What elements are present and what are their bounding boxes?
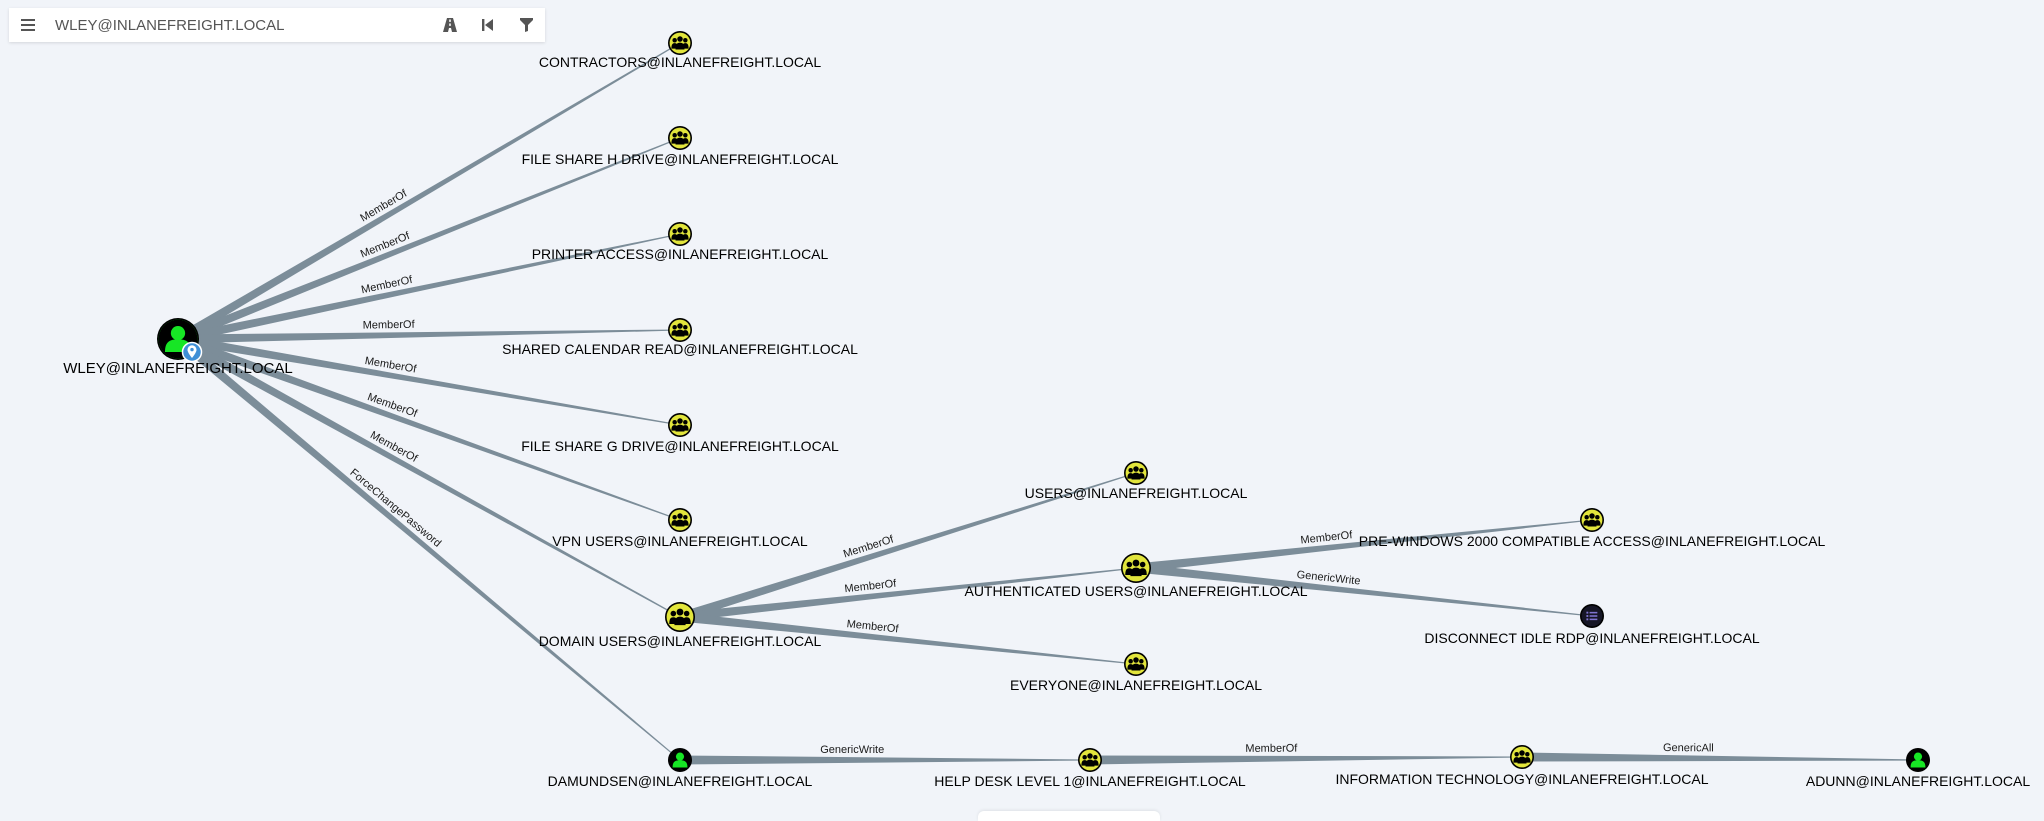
bottom-panel-tab[interactable]: [978, 811, 1160, 821]
node-label: EVERYONE@INLANEFREIGHT.LOCAL: [1010, 677, 1262, 693]
node-adunn[interactable]: ADUNN@INLANEFREIGHT.LOCAL: [1806, 748, 2030, 789]
edge-label: MemberOf: [1300, 529, 1354, 546]
start-node-marker-icon: [181, 341, 203, 363]
node-help-desk-level-1[interactable]: HELP DESK LEVEL 1@INLANEFREIGHT.LOCAL: [934, 748, 1246, 789]
edge-domain_users-auth_users[interactable]: MemberOf: [679, 567, 1137, 622]
node-label: AUTHENTICATED USERS@INLANEFREIGHT.LOCAL: [964, 583, 1307, 599]
pathfinding-button[interactable]: [431, 8, 469, 42]
node-label: PRE-WINDOWS 2000 COMPATIBLE ACCESS@INLAN…: [1359, 533, 1826, 549]
edge-label: MemberOf: [363, 319, 416, 332]
node-label: PRINTER ACCESS@INLANEFREIGHT.LOCAL: [532, 246, 829, 262]
edge-line: [175, 42, 681, 343]
node-file-share-g-drive[interactable]: FILE SHARE G DRIVE@INLANEFREIGHT.LOCAL: [521, 413, 839, 454]
node-label: VPN USERS@INLANEFREIGHT.LOCAL: [552, 533, 808, 549]
node-disconnect-idle-rdp[interactable]: DISCONNECT IDLE RDP@INLANEFREIGHT.LOCAL: [1424, 604, 1760, 646]
node-label: INFORMATION TECHNOLOGY@INLANEFREIGHT.LOC…: [1335, 771, 1708, 787]
edge-label: GenericWrite: [820, 744, 884, 756]
pathfinding-road-icon: [443, 18, 457, 32]
user-head: [170, 325, 186, 341]
edge-domain_users-everyone[interactable]: MemberOf: [679, 612, 1137, 665]
node-wley[interactable]: WLEY@INLANEFREIGHT.LOCAL: [63, 318, 293, 377]
edge-line: [680, 755, 1090, 765]
edge-line: [1089, 755, 1523, 765]
node-printer-access[interactable]: PRINTER ACCESS@INLANEFREIGHT.LOCAL: [532, 222, 829, 262]
edge-line: [1135, 519, 1593, 573]
node-label: DISCONNECT IDLE RDP@INLANEFREIGHT.LOCAL: [1424, 630, 1759, 646]
edge-infotech-adunn[interactable]: GenericAll: [1521, 742, 1919, 762]
user-body: [672, 760, 688, 768]
edge-line: [177, 334, 681, 426]
hamburger-menu-icon: [21, 19, 35, 31]
user-icon: [672, 752, 688, 768]
node-contractors[interactable]: CONTRACTORS@INLANEFREIGHT.LOCAL: [539, 31, 822, 70]
node-pre-windows-2000-compatible-access[interactable]: PRE-WINDOWS 2000 COMPATIBLE ACCESS@INLAN…: [1359, 508, 1826, 549]
marker-pin: [187, 345, 197, 358]
edge-line: [175, 335, 681, 618]
nodes-layer: WLEY@INLANEFREIGHT.LOCAL CONTRACTORS@INLA…: [63, 31, 2030, 789]
edge-line: [679, 567, 1137, 622]
node-damundsen[interactable]: DAMUNDSEN@INLANEFREIGHT.LOCAL: [548, 748, 813, 789]
back-step-icon: [482, 19, 493, 31]
node-domain-users[interactable]: DOMAIN USERS@INLANEFREIGHT.LOCAL: [539, 602, 822, 649]
node-label: CONTRACTORS@INLANEFREIGHT.LOCAL: [539, 54, 822, 70]
back-button[interactable]: [469, 8, 507, 42]
edge-damundsen-helpdesk[interactable]: GenericWrite: [680, 744, 1090, 765]
search-bar: [9, 8, 545, 42]
node-label: SHARED CALENDAR READ@INLANEFREIGHT.LOCAL: [502, 341, 858, 357]
user-icon: [1910, 752, 1926, 768]
edge-label: GenericAll: [1663, 742, 1714, 754]
edge-wley-calendar[interactable]: MemberOf: [177, 319, 681, 344]
edge-label: MemberOf: [846, 618, 900, 635]
edge-line: [177, 233, 681, 344]
edge-wley-domain_users[interactable]: MemberOf: [175, 335, 681, 618]
user-head: [675, 752, 685, 761]
node-information-technology[interactable]: INFORMATION TECHNOLOGY@INLANEFREIGHT.LOC…: [1335, 745, 1709, 787]
node-file-share-h-drive[interactable]: FILE SHARE H DRIVE@INLANEFREIGHT.LOCAL: [522, 126, 839, 167]
node-label: DOMAIN USERS@INLANEFREIGHT.LOCAL: [539, 633, 822, 649]
user-head: [1913, 752, 1923, 761]
edge-line: [1135, 563, 1593, 617]
edge-wley-contractors[interactable]: MemberOf: [175, 42, 681, 343]
edge-label: MemberOf: [844, 578, 898, 596]
node-shared-calendar-read[interactable]: SHARED CALENDAR READ@INLANEFREIGHT.LOCAL: [502, 318, 858, 357]
node-label: WLEY@INLANEFREIGHT.LOCAL: [63, 360, 292, 377]
node-label: ADUNN@INLANEFREIGHT.LOCAL: [1806, 773, 2030, 789]
node-label: HELP DESK LEVEL 1@INLANEFREIGHT.LOCAL: [934, 773, 1246, 789]
edge-line: [679, 612, 1137, 665]
edges-layer: MemberOf MemberOf MemberOf MemberOf MemberOf…: [175, 42, 1919, 765]
marker-dot: [190, 347, 194, 352]
edge-line: [176, 137, 681, 344]
node-users[interactable]: USERS@INLANEFREIGHT.LOCAL: [1025, 461, 1248, 501]
edge-line: [177, 329, 681, 344]
node-vpn-users[interactable]: VPN USERS@INLANEFREIGHT.LOCAL: [552, 508, 808, 549]
node-label: USERS@INLANEFREIGHT.LOCAL: [1025, 485, 1248, 501]
node-label: FILE SHARE G DRIVE@INLANEFREIGHT.LOCAL: [521, 438, 839, 454]
edge-label: MemberOf: [1245, 743, 1298, 755]
edge-line: [1521, 752, 1919, 762]
filter-button[interactable]: [507, 8, 545, 42]
search-input[interactable]: [47, 10, 431, 40]
edge-auth_users-prewin[interactable]: MemberOf: [1135, 519, 1593, 573]
gpo-list-icon: [1586, 611, 1598, 621]
node-label: DAMUNDSEN@INLANEFREIGHT.LOCAL: [548, 773, 813, 789]
node-label: FILE SHARE H DRIVE@INLANEFREIGHT.LOCAL: [522, 151, 839, 167]
menu-button[interactable]: [9, 8, 47, 42]
node-authenticated-users[interactable]: AUTHENTICATED USERS@INLANEFREIGHT.LOCAL: [964, 553, 1308, 599]
node-everyone[interactable]: EVERYONE@INLANEFREIGHT.LOCAL: [1010, 652, 1262, 693]
edge-line: [175, 335, 681, 761]
edge-line: [678, 472, 1137, 622]
edge-wley-fileshare_h[interactable]: MemberOf: [176, 137, 681, 344]
filter-icon: [519, 18, 533, 32]
user-body: [1910, 760, 1926, 768]
edge-helpdesk-infotech[interactable]: MemberOf: [1089, 743, 1523, 765]
edge-line: [176, 334, 681, 521]
